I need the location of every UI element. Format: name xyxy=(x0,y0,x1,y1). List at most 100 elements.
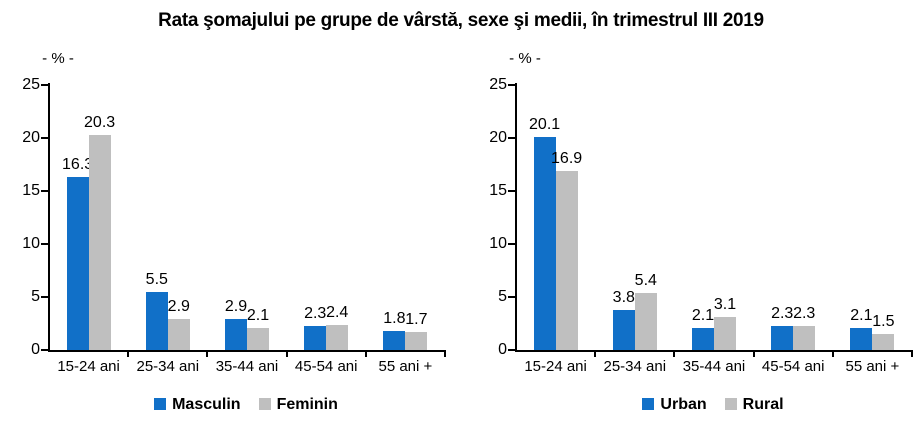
y-axis-tick xyxy=(41,84,48,86)
y-axis-tick-label: 10 xyxy=(22,235,40,252)
x-axis-category-label: 45-54 ani xyxy=(294,358,358,375)
data-label: 5.4 xyxy=(634,271,657,289)
data-label: 1.7 xyxy=(405,310,428,328)
x-axis-tick xyxy=(594,350,597,357)
bar-rural-4 xyxy=(872,334,895,350)
bar-rural-0 xyxy=(555,170,578,350)
y-axis-tick xyxy=(508,243,515,245)
data-label: 16.9 xyxy=(551,149,583,167)
unit-label: - % - xyxy=(42,50,74,67)
data-label: 20.1 xyxy=(529,115,561,133)
chart-unemployment-by-area: - % - 0 5 10 15 20 25 20.1 16.9 15-24 ani 3.8 5.4 25… xyxy=(477,48,922,433)
bar-rural-1 xyxy=(634,292,657,350)
legend-label: Urban xyxy=(660,396,707,413)
y-axis-tick xyxy=(508,137,515,139)
bar-rural-3 xyxy=(793,325,816,350)
y-axis-tick-label: 15 xyxy=(489,182,507,199)
data-label: 3.8 xyxy=(612,288,635,306)
bar-urban-4 xyxy=(850,327,873,350)
data-label: 2.1 xyxy=(691,306,715,324)
legend-item: Urban xyxy=(642,396,707,414)
x-axis-category-label: 35-44 ani xyxy=(682,358,746,375)
legend-swatch xyxy=(642,398,655,411)
y-axis-tick xyxy=(41,296,48,298)
y-axis-tick-label: 15 xyxy=(22,182,40,199)
legend-label: Rural xyxy=(742,396,784,413)
bar-urban-1 xyxy=(612,309,635,350)
y-axis-tick-label: 25 xyxy=(22,76,40,93)
y-axis-tick xyxy=(508,349,515,351)
y-axis-line xyxy=(515,83,517,352)
y-axis-tick-label: 25 xyxy=(489,76,507,93)
x-axis-tick xyxy=(364,350,367,357)
bar-masculin-3 xyxy=(304,325,327,350)
x-axis-category-label: 45-54 ani xyxy=(761,358,825,375)
x-axis-tick xyxy=(911,350,913,357)
bar-rural-2 xyxy=(714,317,736,350)
bar-urban-2 xyxy=(692,327,714,350)
bar-feminin-2 xyxy=(247,327,269,350)
y-axis-tick xyxy=(508,296,515,298)
y-axis-tick-label: 5 xyxy=(498,288,507,305)
y-axis-tick xyxy=(508,190,515,192)
x-axis-tick xyxy=(752,350,755,357)
x-axis-category-label: 55 ani + xyxy=(378,358,433,375)
bar-feminin-0 xyxy=(88,134,111,350)
x-axis-line xyxy=(48,350,446,352)
data-label: 2.3 xyxy=(793,304,816,322)
y-axis-tick-label: 5 xyxy=(31,288,40,305)
y-axis-tick xyxy=(41,349,48,351)
legend: Urban Rural xyxy=(515,396,911,414)
y-axis-tick xyxy=(508,84,515,86)
y-axis-tick-label: 20 xyxy=(489,129,507,146)
x-axis-tick xyxy=(206,350,209,357)
data-label: 1.5 xyxy=(872,313,895,331)
x-axis-category-label: 15-24 ani xyxy=(57,358,120,375)
bar-feminin-4 xyxy=(405,331,428,350)
legend-label: Feminin xyxy=(276,396,338,413)
legend-label: Masculin xyxy=(172,396,241,413)
legend-swatch xyxy=(154,398,167,411)
data-label: 2.9 xyxy=(167,298,190,316)
bar-urban-0 xyxy=(533,136,556,350)
y-axis-tick xyxy=(41,137,48,139)
x-axis-category-label: 25-34 ani xyxy=(603,358,667,375)
x-axis-tick xyxy=(444,350,446,357)
bar-feminin-3 xyxy=(326,324,349,350)
x-axis-category-label: 25-34 ani xyxy=(136,358,200,375)
y-axis-line xyxy=(48,83,50,352)
legend-swatch xyxy=(724,398,737,411)
x-axis-line xyxy=(515,350,913,352)
legend: Masculin Feminin xyxy=(48,396,444,414)
data-label: 2.1 xyxy=(850,306,873,324)
bar-feminin-1 xyxy=(167,319,190,350)
data-label: 5.5 xyxy=(145,270,168,288)
bar-masculin-4 xyxy=(383,330,406,350)
data-label: 2.9 xyxy=(224,298,248,316)
bar-masculin-0 xyxy=(66,177,89,350)
data-label: 16.3 xyxy=(62,156,94,174)
x-axis-category-label: 35-44 ani xyxy=(215,358,279,375)
y-axis-tick-label: 10 xyxy=(489,235,507,252)
chart-title: Rata şomajului pe grupe de vârstă, sexe … xyxy=(158,10,764,31)
data-label: 20.3 xyxy=(84,113,116,131)
data-label: 2.3 xyxy=(304,304,327,322)
data-label: 2.4 xyxy=(326,303,349,321)
x-axis-tick xyxy=(831,350,834,357)
y-axis-tick-label: 0 xyxy=(31,341,40,358)
legend-swatch xyxy=(258,398,271,411)
bar-masculin-2 xyxy=(225,319,247,350)
bar-urban-3 xyxy=(771,325,794,350)
x-axis-category-label: 15-24 ani xyxy=(524,358,587,375)
data-label: 2.3 xyxy=(771,304,794,322)
data-label: 3.1 xyxy=(713,296,737,314)
y-axis-tick-label: 20 xyxy=(22,129,40,146)
bar-masculin-1 xyxy=(145,291,168,350)
x-axis-category-label: 55 ani + xyxy=(845,358,900,375)
x-axis-tick xyxy=(285,350,288,357)
y-axis-tick xyxy=(41,190,48,192)
legend-item: Feminin xyxy=(258,396,338,414)
y-axis-tick-label: 0 xyxy=(498,341,507,358)
x-axis-tick xyxy=(673,350,676,357)
data-label: 2.1 xyxy=(246,306,270,324)
